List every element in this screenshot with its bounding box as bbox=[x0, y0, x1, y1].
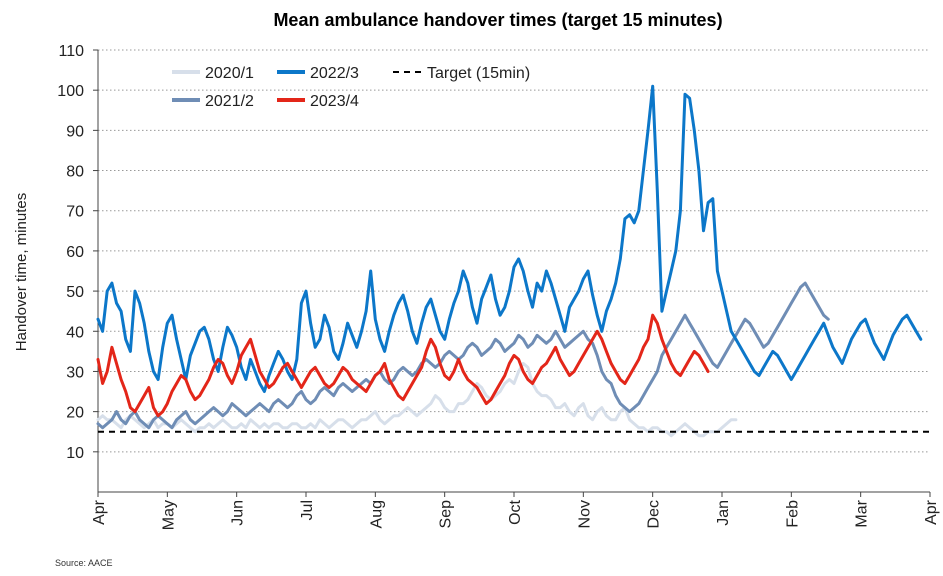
y-tick-label-50: 50 bbox=[66, 284, 84, 301]
x-tick-label-jan-9: Jan bbox=[715, 500, 732, 526]
legend: 2020/1 2022/3 Target (15min) 2021/2 2023/4 bbox=[172, 65, 530, 110]
y-tick-label-40: 40 bbox=[66, 324, 84, 341]
legend-label-2022-3: 2022/3 bbox=[310, 65, 359, 82]
x-tick-label-aug-4: Aug bbox=[368, 500, 385, 528]
legend-label-target-15min: Target (15min) bbox=[427, 65, 530, 82]
x-tick-label-sep-5: Sep bbox=[438, 500, 455, 529]
y-tick-label-10: 10 bbox=[66, 445, 84, 462]
x-tick-label-apr-12: Apr bbox=[923, 499, 940, 525]
y-tick-label-60: 60 bbox=[66, 244, 84, 261]
x-tick-label-feb-10: Feb bbox=[784, 500, 801, 528]
x-tick-label-apr-0: Apr bbox=[91, 499, 108, 525]
y-tick-label-90: 90 bbox=[66, 123, 84, 140]
x-tick-label-oct-6: Oct bbox=[507, 499, 524, 524]
y-axis-title: Handover time, minutes bbox=[13, 193, 30, 351]
y-tick-labels: 10 20 30 40 50 60 70 80 90 100 110 bbox=[57, 43, 98, 462]
y-tick-label-20: 20 bbox=[66, 405, 84, 422]
x-tick-label-jun-2: Jun bbox=[230, 500, 247, 526]
x-tick-label-mar-11: Mar bbox=[854, 499, 871, 527]
series-line-2021-2 bbox=[96, 281, 830, 430]
y-tick-label-70: 70 bbox=[66, 204, 84, 221]
x-tick-label-jul-3: Jul bbox=[299, 500, 316, 520]
y-tick-label-80: 80 bbox=[66, 164, 84, 181]
series-lines bbox=[96, 84, 923, 438]
y-tick-label-110: 110 bbox=[58, 43, 84, 60]
legend-label-2021-2: 2021/2 bbox=[205, 93, 254, 110]
x-tick-label-nov-7: Nov bbox=[576, 500, 593, 528]
y-tick-label-100: 100 bbox=[57, 83, 84, 100]
legend-label-2023-4: 2023/4 bbox=[310, 93, 359, 110]
x-tick-label-may-1: May bbox=[160, 500, 177, 530]
source-note: Source: AACE bbox=[55, 558, 113, 568]
x-tick-label-dec-8: Dec bbox=[646, 500, 663, 528]
chart-title: Mean ambulance handover times (target 15… bbox=[273, 10, 722, 30]
legend-label-2020-1: 2020/1 bbox=[205, 65, 254, 82]
x-tick-labels: Apr May Jun Jul Aug Sep Oct Nov Dec Jan Feb Mar Apr bbox=[91, 492, 940, 530]
series-line-2022-3 bbox=[96, 84, 923, 393]
y-tick-label-30: 30 bbox=[66, 364, 84, 381]
series-line-2020-1 bbox=[96, 361, 738, 438]
series-line-2023-4 bbox=[96, 313, 710, 418]
grid-lines bbox=[98, 49, 930, 453]
